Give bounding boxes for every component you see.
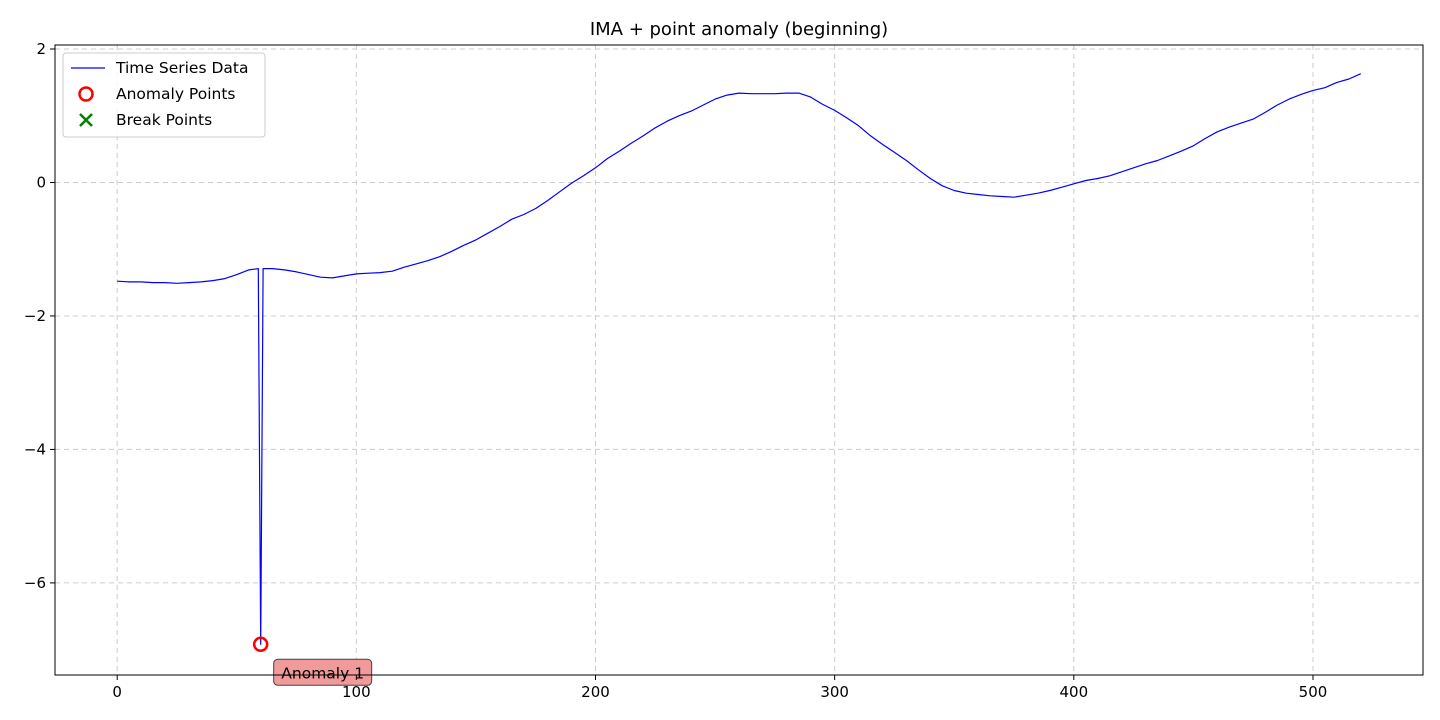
- x-tick-label: 400: [1060, 683, 1089, 701]
- chart-title: IMA + point anomaly (beginning): [590, 19, 888, 40]
- y-tick-label: 2: [36, 40, 46, 58]
- x-tick-label: 0: [112, 683, 122, 701]
- legend-label: Break Points: [116, 111, 212, 129]
- axes-frame: [54, 44, 1424, 676]
- x-tick-label: 300: [820, 683, 849, 701]
- legend: Time Series Data Anomaly Points Break Poin…: [62, 52, 266, 138]
- legend-label: Anomaly Points: [116, 85, 235, 103]
- x-tick-label: 100: [342, 683, 371, 701]
- series-line-time-series-data: [117, 73, 1362, 645]
- legend-circle-swatch: [78, 86, 94, 102]
- series-layer: [117, 73, 1362, 645]
- anomaly-label: Anomaly 1: [281, 664, 364, 682]
- x-tick-label: 200: [581, 683, 610, 701]
- y-tick-label: −2: [24, 307, 46, 325]
- legend-box: [62, 52, 266, 138]
- anomaly-label-box: [273, 658, 373, 686]
- y-tick-label: −6: [24, 574, 46, 592]
- legend-label: Time Series Data: [115, 59, 248, 77]
- legend-x-swatch: [79, 113, 93, 127]
- anomaly-point-marker: [252, 636, 269, 653]
- y-tick-label: 0: [36, 173, 46, 191]
- grid: [55, 45, 1423, 675]
- ticks: 0 100 200 300 400 500 2 0 −2 −4 −6: [24, 40, 1327, 701]
- anomaly-layer: Anomaly 1: [252, 636, 373, 686]
- x-tick-label: 500: [1299, 683, 1328, 701]
- y-tick-label: −4: [24, 440, 46, 458]
